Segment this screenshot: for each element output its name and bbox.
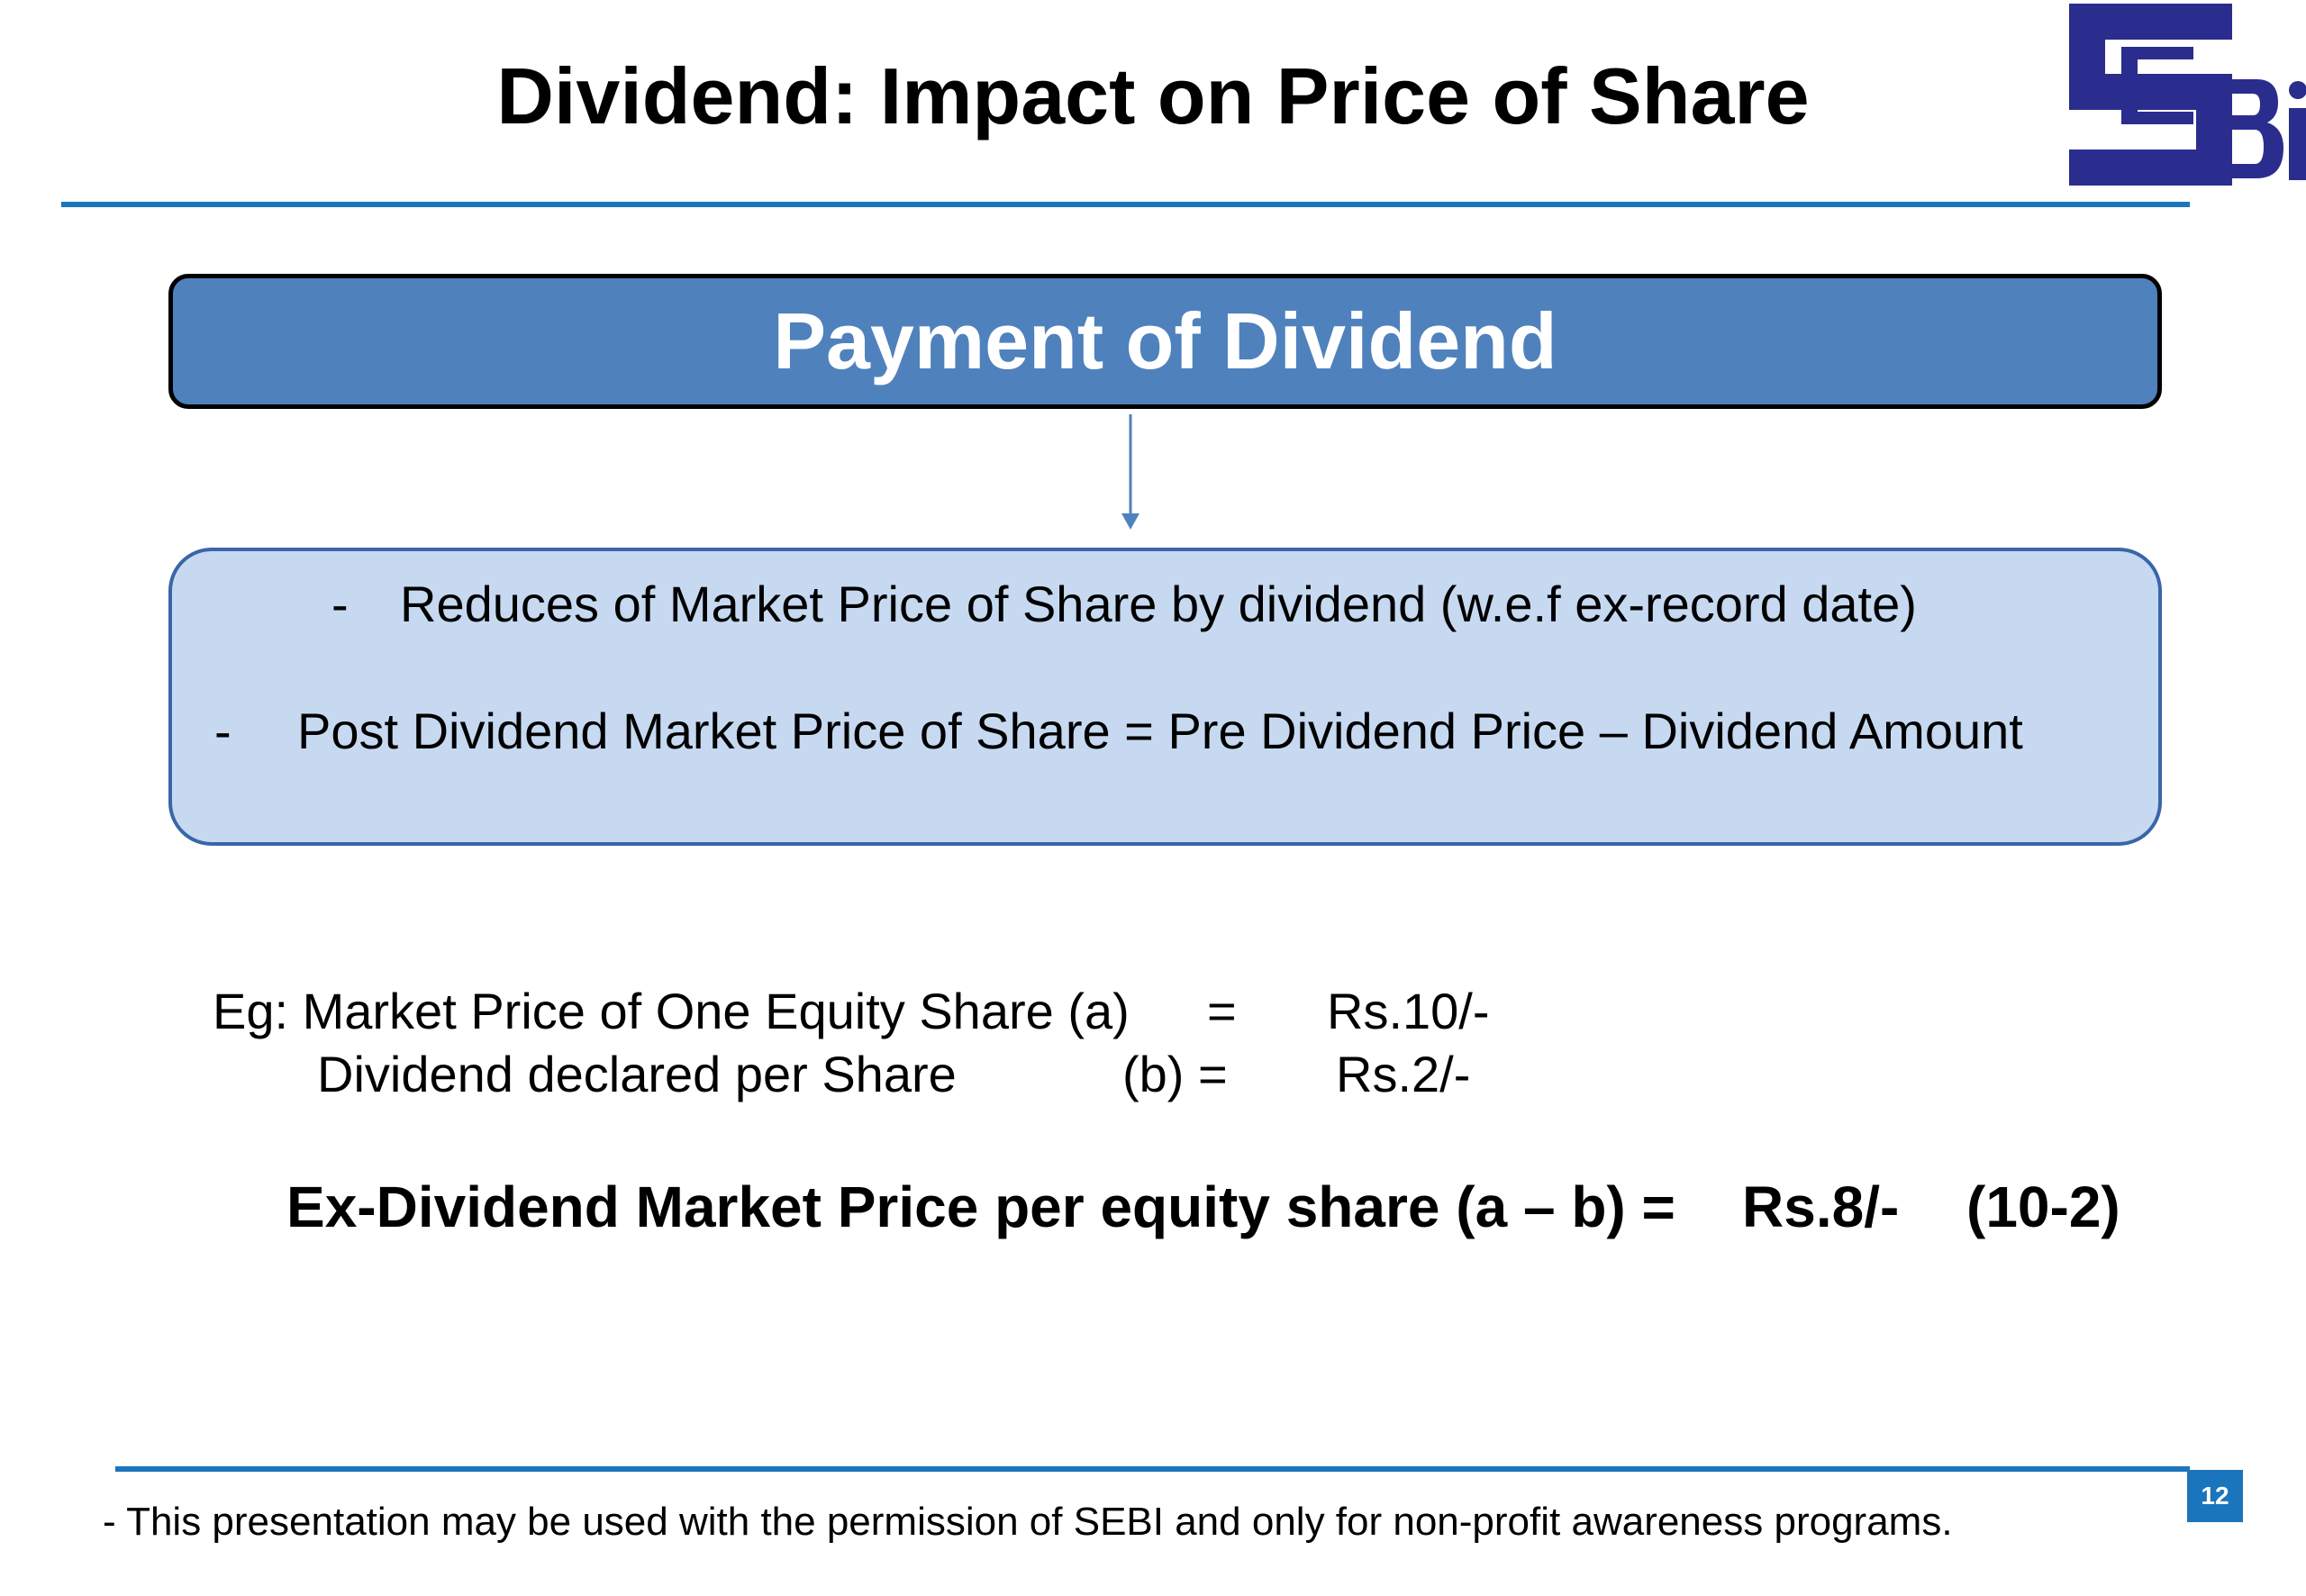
example-dividend-value: Rs.2/- [1336, 1046, 1471, 1102]
example-market-price-label: Eg: Market Price of One Equity Share (a) [213, 983, 1130, 1039]
effect-bullet: - [331, 576, 349, 632]
slide-title: Dividend: Impact on Price of Share [496, 51, 1810, 141]
ex-dividend-price-value: Rs.8/- [1742, 1174, 1900, 1239]
sebi-logo [2069, 4, 2306, 186]
sebi-logo-letter-b [2201, 79, 2283, 178]
sebi-logo-letter-e [2121, 47, 2193, 124]
example-dividend-label: Dividend declared per Share [317, 1046, 957, 1102]
ex-dividend-price-label: Ex-Dividend Market Price per equity shar… [286, 1174, 1675, 1239]
example-dividend-equals: (b) = [1122, 1046, 1228, 1102]
payment-of-dividend-box: Payment of Dividend [168, 274, 2162, 409]
ex-dividend-price-calculation: (10-2) [1966, 1174, 2120, 1239]
effect-bullet: - [214, 703, 232, 759]
example-market-price-value: Rs.10/- [1327, 983, 1490, 1039]
effect-text: Post Dividend Market Price of Share = Pr… [297, 703, 2023, 759]
page-number-badge: 12 [2187, 1470, 2243, 1522]
down-arrow-icon [1121, 414, 1139, 530]
effect-text: Reduces of Market Price of Share by divi… [400, 576, 1917, 632]
sebi-logo-letter-i-stem [2289, 108, 2306, 180]
sebi-logo-frame [2069, 4, 2232, 186]
example-market-price-equals: = [1207, 983, 1237, 1039]
dividend-effects-box [168, 548, 2162, 846]
footer-disclaimer: - This presentation may be used with the… [103, 1500, 1953, 1544]
sebi-logo-letter-i-dot [2289, 81, 2306, 99]
payment-of-dividend-label: Payment of Dividend [773, 296, 1557, 385]
title-underline [61, 202, 2190, 207]
footer-rule [115, 1466, 2190, 1472]
